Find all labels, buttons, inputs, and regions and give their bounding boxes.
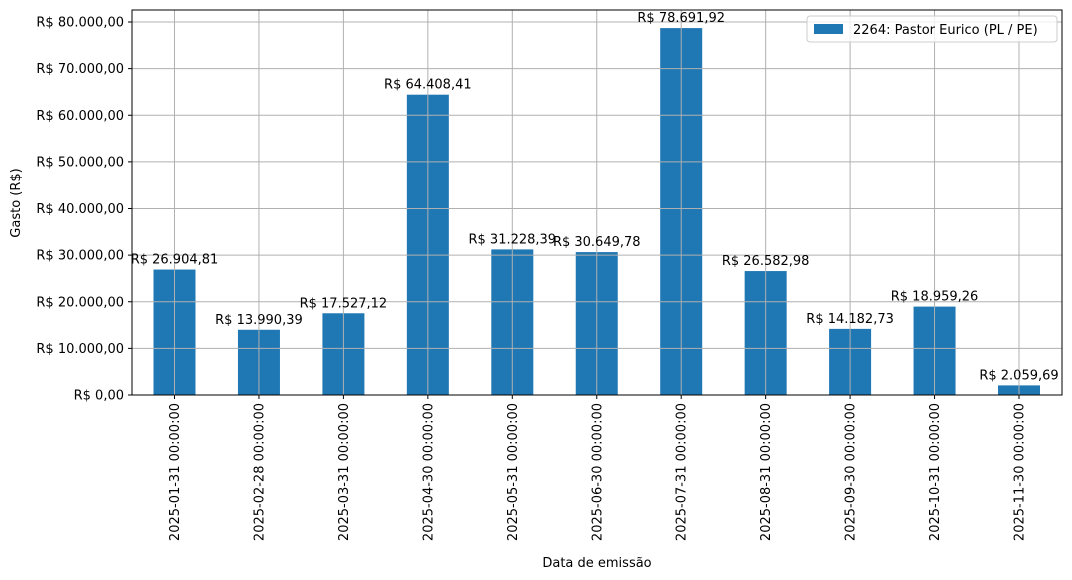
x-tick-label: 2025-06-30 00:00:00	[590, 403, 605, 541]
bar-value-label: R$ 14.182,73	[806, 312, 894, 327]
x-tick-label: 2025-11-30 00:00:00	[1013, 403, 1028, 541]
x-tick-label: 2025-09-30 00:00:00	[844, 403, 859, 541]
bar-value-label: R$ 78.691,92	[637, 11, 725, 26]
legend-box	[806, 15, 1058, 43]
y-tick-label: R$ 20.000,00	[36, 295, 124, 310]
bar-value-label: R$ 31.228,39	[468, 232, 556, 247]
x-axis-label: Data de emissão	[542, 556, 651, 571]
x-tick-label: 2025-01-31 00:00:00	[168, 403, 183, 541]
x-tick-label: 2025-07-31 00:00:00	[675, 403, 690, 541]
bar-value-label: R$ 26.582,98	[722, 254, 810, 269]
y-axis-label: Gasto (R$)	[9, 168, 24, 237]
bar-value-labels: R$ 26.904,81 R$ 13.990,39 R$ 17.527,12 R$ 6…	[131, 11, 1059, 383]
legend: 2264: Pastor Eurico (PL / PE)	[806, 15, 1058, 43]
bar-value-label: R$ 18.959,26	[891, 290, 979, 305]
x-tick-label: 2025-08-31 00:00:00	[759, 403, 774, 541]
x-tick-label: 2025-04-30 00:00:00	[421, 403, 436, 541]
y-tick-label: R$ 60.000,00	[36, 109, 124, 124]
y-tick-label: R$ 50.000,00	[36, 155, 124, 170]
bar-value-label: R$ 2.059,69	[979, 368, 1058, 383]
y-tick-label: R$ 0,00	[74, 389, 124, 404]
x-tick-label: 2025-02-28 00:00:00	[252, 403, 267, 541]
x-tick-label: 2025-10-31 00:00:00	[928, 403, 943, 541]
bar-value-label: R$ 64.408,41	[384, 78, 472, 93]
x-axis: 2025-01-31 00:00:00 2025-02-28 00:00:00 20…	[168, 395, 1028, 541]
y-tick-label: R$ 70.000,00	[36, 62, 124, 77]
y-tick-label: R$ 80.000,00	[36, 16, 124, 31]
bar-value-label: R$ 26.904,81	[131, 253, 219, 268]
grid-lines	[132, 10, 1062, 395]
y-tick-label: R$ 40.000,00	[36, 202, 124, 217]
bar-value-label: R$ 17.527,12	[300, 296, 388, 311]
x-tick-label: 2025-03-31 00:00:00	[337, 403, 352, 541]
y-tick-label: R$ 10.000,00	[36, 342, 124, 357]
bar-value-label: R$ 30.649,78	[553, 235, 641, 250]
legend-label: 2264: Pastor Eurico (PL / PE)	[853, 23, 1038, 38]
y-axis: R$ 0,00 R$ 10.000,00 R$ 20.000,00 R$ 30.000…	[36, 16, 132, 404]
y-tick-label: R$ 30.000,00	[36, 249, 124, 264]
bar-value-label: R$ 13.990,39	[215, 313, 303, 328]
x-tick-label: 2025-05-31 00:00:00	[506, 403, 521, 541]
legend-swatch	[814, 24, 843, 34]
